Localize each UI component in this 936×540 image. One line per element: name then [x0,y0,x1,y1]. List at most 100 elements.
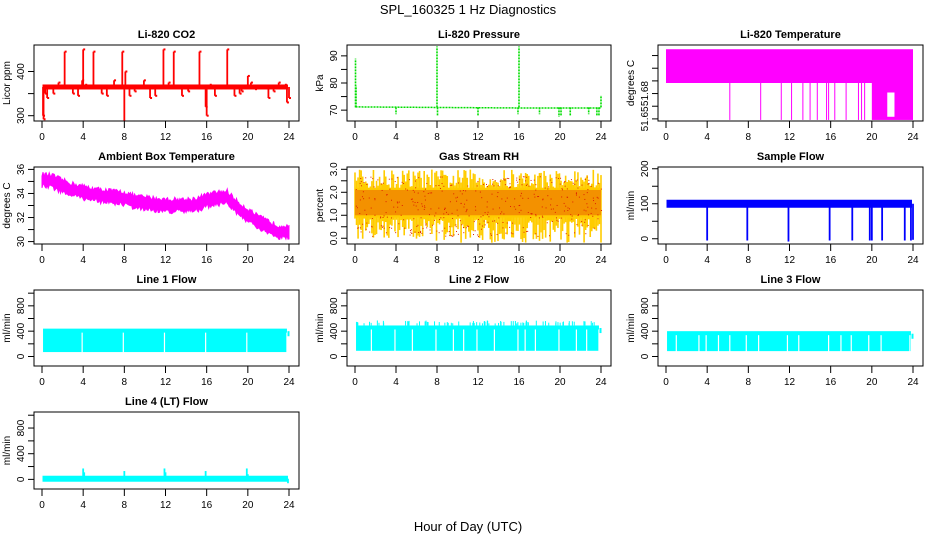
plot-area [42,468,289,484]
data-point [585,210,587,212]
y-tick-label: 400 [16,63,27,80]
data-point [587,206,589,208]
data-point [574,183,576,185]
data-baseline [42,84,288,90]
data-point [542,199,544,201]
data-point [374,199,376,201]
data-point [597,218,599,220]
data-point [578,214,580,216]
data-point [359,199,361,201]
figure-title: SPL_160325 1 Hz Diagnostics [380,2,557,17]
data-point [362,191,364,193]
data-point [371,225,373,227]
data-point [571,218,573,220]
data-point [502,227,504,229]
x-tick-label: 24 [283,377,295,388]
data-point [512,222,514,224]
data-point [389,227,391,229]
data-point [389,188,391,190]
data-point [468,215,470,217]
y-axis-label: ml/min [2,313,13,342]
data-point [456,196,458,198]
data-point [576,224,578,226]
data-point [452,235,454,237]
data-point [591,207,593,209]
panel-line-2-flow: Line 2 Flow ml/min 0 4 8 12 16 20 24 0 400 800 [315,274,612,388]
data-point [508,187,510,189]
data-point [513,206,515,208]
panel-title: Line 4 (LT) Flow [125,396,208,408]
data-point [526,176,528,178]
data-point [355,189,357,191]
y-tick-label: 400 [16,445,27,462]
data-point [590,212,592,214]
data-point [455,226,457,228]
data-point [584,221,586,223]
data-point [462,227,464,229]
y-tick-label: 32 [16,212,27,224]
data-point [509,183,511,185]
x-tick-label: 20 [866,255,878,266]
data-point [492,179,494,181]
data-point [432,224,434,226]
data-point [380,183,382,185]
y-tick-label: 0 [16,353,27,359]
data-point [368,197,370,199]
y-tick-label: 70 [329,104,340,116]
panel-sample-flow: Sample Flow ml/min 0 4 8 12 16 20 24 0 100 200 [626,151,924,266]
y-tick-label: 100 [640,195,651,212]
data-point [523,231,525,233]
data-point [550,198,552,200]
y-axis-label: Licor ppm [2,61,13,105]
data-point [587,183,589,185]
data-point [370,207,372,209]
data-point [474,206,476,208]
data-point [444,207,446,209]
data-point [417,209,419,211]
x-tick-label: 8 [122,500,128,511]
data-point [501,211,503,213]
data-point [476,185,478,187]
data-point [499,180,501,182]
data-point [413,191,415,193]
data-point [400,214,402,216]
data-point [561,189,563,191]
data-point [467,225,469,227]
data-point [359,227,361,229]
x-tick-label: 4 [393,377,399,388]
data-point [443,217,445,219]
data-point [481,225,483,227]
data-point [381,226,383,228]
data-point [412,201,414,203]
data-point [441,190,443,192]
data-point [466,208,468,210]
data-point [406,189,408,191]
x-tick-label: 16 [825,132,837,143]
data-point [398,201,400,203]
data-point [420,217,422,219]
data-point [510,206,512,208]
x-tick-label: 24 [907,255,919,266]
data-point [371,226,373,228]
data-point [360,181,362,183]
x-tick-label: 24 [283,132,295,143]
data-point [530,217,532,219]
data-point [551,181,553,183]
data-point [421,232,423,234]
x-tick-label: 0 [352,377,358,388]
data-point [429,229,431,231]
data-point [519,204,521,206]
x-tick-label: 12 [472,255,484,266]
data-point [486,206,488,208]
data-point [382,216,384,218]
data-point [461,193,463,195]
data-point [535,184,537,186]
data-point [429,192,431,194]
data-point [555,177,557,179]
data-point [421,205,423,207]
y-axis-label: degrees C [626,60,637,106]
data-point [393,206,395,208]
x-tick-label: 8 [122,255,128,266]
data-point [371,218,373,220]
